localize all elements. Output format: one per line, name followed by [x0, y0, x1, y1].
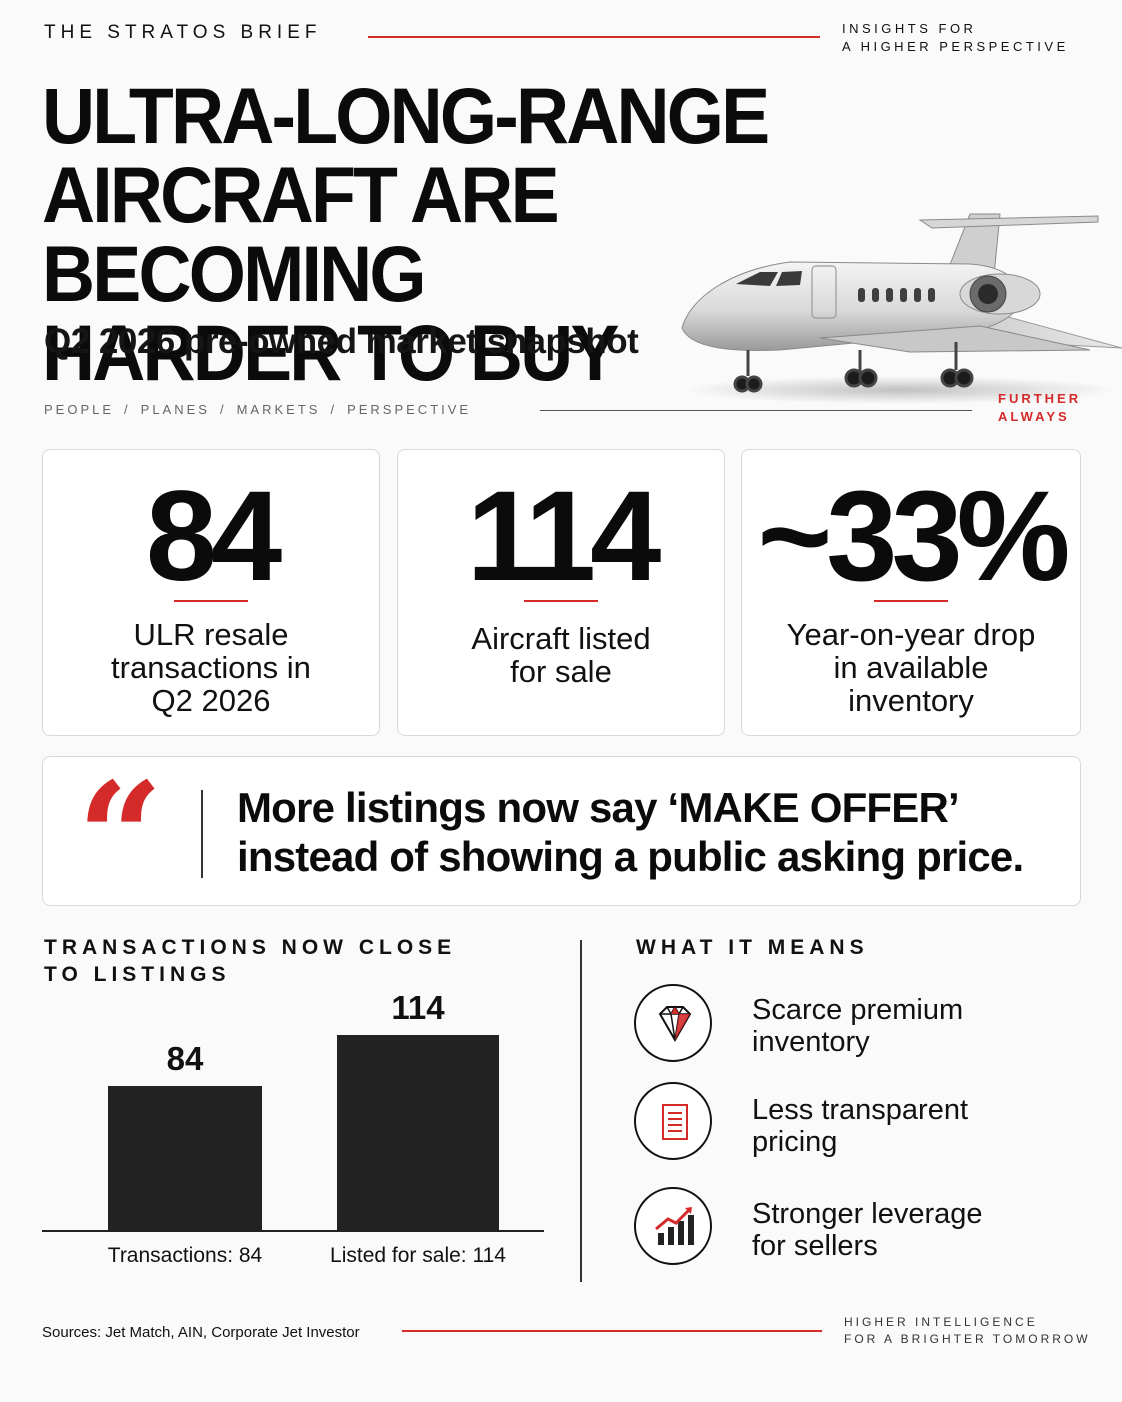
stat-label: ULR resale transactions in Q2 2026	[53, 618, 369, 717]
title-line-1: ULTRA-LONG-RANGE	[42, 71, 770, 160]
chart-x-axis	[42, 1230, 544, 1232]
stat-label-line: inventory	[848, 683, 974, 718]
footer-tagline: HIGHER INTELLIGENCE FOR A BRIGHTER TOMOR…	[844, 1314, 1091, 1348]
stat-label: Year-on-year drop in available inventory	[752, 618, 1070, 717]
meaning-section-title: WHAT IT MEANS	[636, 936, 869, 959]
meaning-line: inventory	[752, 1026, 870, 1058]
slogan-line-2: ALWAYS	[998, 409, 1070, 424]
quote-mark-icon: “	[77, 750, 164, 926]
chart-data-label: 84	[166, 1040, 204, 1077]
footer-tag-line-2: FOR A BRIGHTER TOMORROW	[844, 1332, 1091, 1346]
stat-value: 114	[466, 465, 662, 608]
chart-bar	[337, 1035, 499, 1230]
stat-label-line: Aircraft listed	[471, 621, 651, 656]
stat-divider	[174, 600, 248, 602]
chart-data-label: 114	[391, 989, 445, 1026]
meaning-line: Stronger leverage	[752, 1198, 983, 1230]
section-divider	[580, 940, 582, 1282]
nav-separator: /	[124, 402, 131, 417]
nav-separator: /	[219, 402, 227, 417]
subtitle: Q2 2026 pre-owned market snapshot	[44, 322, 639, 361]
stat-label-line: transactions in	[111, 650, 311, 685]
chart-title-line-2: TO LISTINGS	[44, 963, 231, 986]
slogan-line-1: FURTHER	[998, 391, 1082, 406]
stat-card-transactions: 84 ULR resale transactions in Q2 2026	[42, 449, 380, 736]
section-nav: PEOPLE / PLANES / MARKETS / PERSPECTIVE	[44, 402, 471, 417]
quote-text: More listings now say ‘MAKE OFFER’ inste…	[237, 783, 1024, 881]
nav-item-markets[interactable]: MARKETS	[236, 402, 321, 417]
quote-line-1: More listings now say ‘MAKE OFFER’	[237, 784, 960, 831]
nav-item-people[interactable]: PEOPLE	[44, 402, 115, 417]
chart-category-label: Transactions: 84	[107, 1244, 263, 1267]
chart-category-label: Listed for sale: 114	[330, 1244, 506, 1267]
nav-item-planes[interactable]: PLANES	[140, 402, 210, 417]
stat-divider	[874, 600, 948, 602]
document-icon	[634, 1082, 712, 1160]
tagline-line-1: INSIGHTS FOR	[842, 21, 977, 36]
meaning-line: Less transparent	[752, 1094, 969, 1126]
meaning-line: Scarce premium	[752, 994, 964, 1026]
diamond-icon	[634, 984, 712, 1062]
stat-label-line: Q2 2026	[151, 683, 271, 718]
nav-rule	[540, 410, 972, 411]
chart-section-title: TRANSACTIONS NOW CLOSE TO LISTINGS	[44, 934, 456, 988]
page-title: ULTRA-LONG-RANGE AIRCRAFT ARE BECOMING H…	[42, 76, 879, 392]
stat-label-line: ULR resale	[133, 617, 289, 652]
meaning-line: for sellers	[752, 1230, 878, 1262]
header-rule	[368, 36, 820, 38]
meaning-item-scarce-inventory: Scarce premium inventory	[752, 994, 963, 1058]
title-line-2: AIRCRAFT ARE BECOMING	[42, 150, 560, 318]
tagline-line-2: A HIGHER PERSPECTIVE	[842, 39, 1069, 54]
sources-note: Sources: Jet Match, AIN, Corporate Jet I…	[42, 1324, 360, 1341]
stat-label-line: in available	[833, 650, 989, 685]
stat-card-inventory-drop: ~33% Year-on-year drop in available inve…	[741, 449, 1081, 736]
jet-illustration	[680, 213, 1122, 404]
stat-label-line: for sale	[510, 654, 612, 689]
stat-value: 84	[145, 465, 282, 608]
growth-chart-icon	[634, 1187, 712, 1265]
stat-divider	[524, 600, 598, 602]
stat-card-listings: 114 Aircraft listed for sale	[397, 449, 725, 736]
footer-rule	[402, 1330, 822, 1332]
brand-name: THE STRATOS BRIEF	[44, 22, 322, 43]
stat-label-line: Year-on-year drop	[786, 617, 1036, 652]
stat-label: Aircraft listed for sale	[408, 622, 714, 688]
chart-title-line-1: TRANSACTIONS NOW CLOSE	[44, 936, 457, 959]
meaning-item-less-transparent-pricing: Less transparent pricing	[752, 1094, 968, 1158]
quote-line-2: instead of showing a public asking price…	[237, 833, 1024, 880]
meaning-item-seller-leverage: Stronger leverage for sellers	[752, 1198, 983, 1262]
quote-divider	[201, 790, 203, 878]
tagline: INSIGHTS FOR A HIGHER PERSPECTIVE	[842, 20, 1069, 56]
title-line-3: HARDER TO BUY	[42, 308, 619, 397]
footer-tag-line-1: HIGHER INTELLIGENCE	[844, 1315, 1038, 1329]
nav-item-perspective[interactable]: PERSPECTIVE	[347, 402, 472, 417]
nav-separator: /	[330, 402, 338, 417]
meaning-line: pricing	[752, 1126, 838, 1158]
slogan: FURTHER ALWAYS	[998, 390, 1081, 426]
stat-value: ~33%	[757, 465, 1071, 608]
quote-box: “ More listings now say ‘MAKE OFFER’ ins…	[42, 756, 1081, 913]
chart-bar	[108, 1086, 262, 1230]
